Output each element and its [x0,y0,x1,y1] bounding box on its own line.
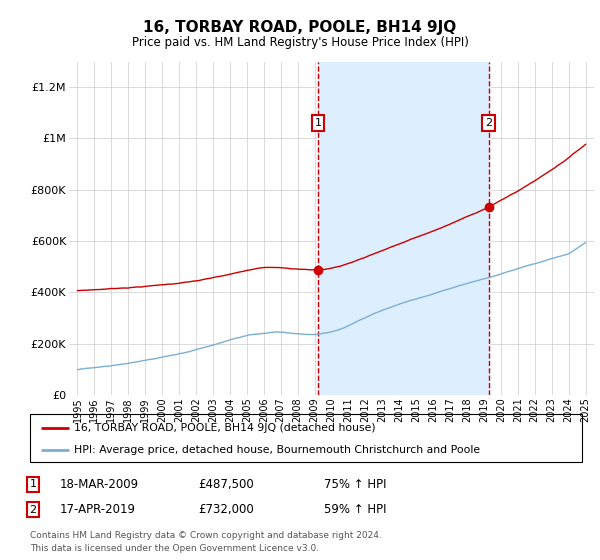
Text: 18-MAR-2009: 18-MAR-2009 [60,478,139,491]
Text: 75% ↑ HPI: 75% ↑ HPI [324,478,386,491]
Text: 2: 2 [485,118,493,128]
Text: 1: 1 [314,118,322,128]
Text: £732,000: £732,000 [198,503,254,516]
Text: £487,500: £487,500 [198,478,254,491]
Text: 1: 1 [29,479,37,489]
Text: 16, TORBAY ROAD, POOLE, BH14 9JQ (detached house): 16, TORBAY ROAD, POOLE, BH14 9JQ (detach… [74,423,376,433]
Text: 16, TORBAY ROAD, POOLE, BH14 9JQ: 16, TORBAY ROAD, POOLE, BH14 9JQ [143,20,457,35]
Text: 2: 2 [29,505,37,515]
Bar [318,62,489,395]
Text: Contains HM Land Registry data © Crown copyright and database right 2024.
This d: Contains HM Land Registry data © Crown c… [30,531,382,553]
Text: 17-APR-2019: 17-APR-2019 [60,503,136,516]
Text: HPI: Average price, detached house, Bournemouth Christchurch and Poole: HPI: Average price, detached house, Bour… [74,445,480,455]
Text: Price paid vs. HM Land Registry's House Price Index (HPI): Price paid vs. HM Land Registry's House … [131,36,469,49]
Text: 59% ↑ HPI: 59% ↑ HPI [324,503,386,516]
